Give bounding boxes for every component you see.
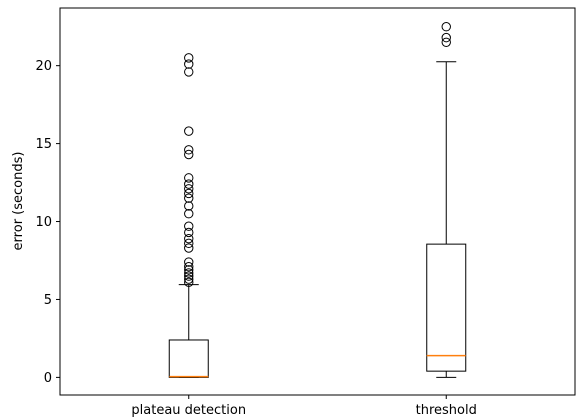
box-group <box>426 22 467 378</box>
iqr-box <box>168 339 209 378</box>
y-axis-label: error (seconds) <box>11 152 26 251</box>
y-tick-label: 0 <box>44 371 52 386</box>
box-group <box>168 53 209 378</box>
outlier-point <box>184 193 194 203</box>
outlier-point <box>441 22 451 32</box>
x-tick-label: threshold <box>416 403 477 418</box>
y-tick-label: 5 <box>44 293 52 308</box>
outlier-point <box>184 59 194 69</box>
outlier-point <box>184 145 194 155</box>
axis-layer: 0 5 10 15 20 plateau detection threshold <box>35 59 476 418</box>
outlier-point <box>184 67 194 77</box>
outlier-point <box>184 265 194 275</box>
x-tick-label: plateau detection <box>131 403 246 418</box>
plot-area <box>60 8 575 395</box>
plot-layer <box>168 22 467 378</box>
outlier-point <box>184 277 194 288</box>
outlier-point <box>184 201 194 211</box>
outlier-point <box>184 238 194 249</box>
outlier-point <box>184 257 194 267</box>
outlier-point <box>184 262 194 272</box>
outlier-point <box>441 32 451 43</box>
outlier-point <box>184 149 194 160</box>
outlier-point <box>184 179 194 189</box>
outlier-point <box>184 268 194 278</box>
outlier-point <box>184 53 194 63</box>
y-tick-label: 20 <box>35 59 52 74</box>
iqr-box <box>426 243 467 372</box>
outlier-point <box>184 188 194 199</box>
axes-frame <box>59 7 576 396</box>
outlier-point <box>184 221 194 231</box>
outlier-point <box>184 173 194 183</box>
outlier-point <box>184 126 194 136</box>
y-tick-label: 15 <box>35 137 52 152</box>
outlier-point <box>184 184 194 194</box>
outlier-point <box>184 271 194 281</box>
outlier-point <box>184 209 194 219</box>
outlier-point <box>184 274 194 284</box>
y-tick-label: 10 <box>35 215 52 230</box>
outlier-point <box>184 243 194 253</box>
outlier-point <box>184 233 194 244</box>
outlier-point <box>184 227 194 238</box>
outlier-point <box>441 37 451 47</box>
